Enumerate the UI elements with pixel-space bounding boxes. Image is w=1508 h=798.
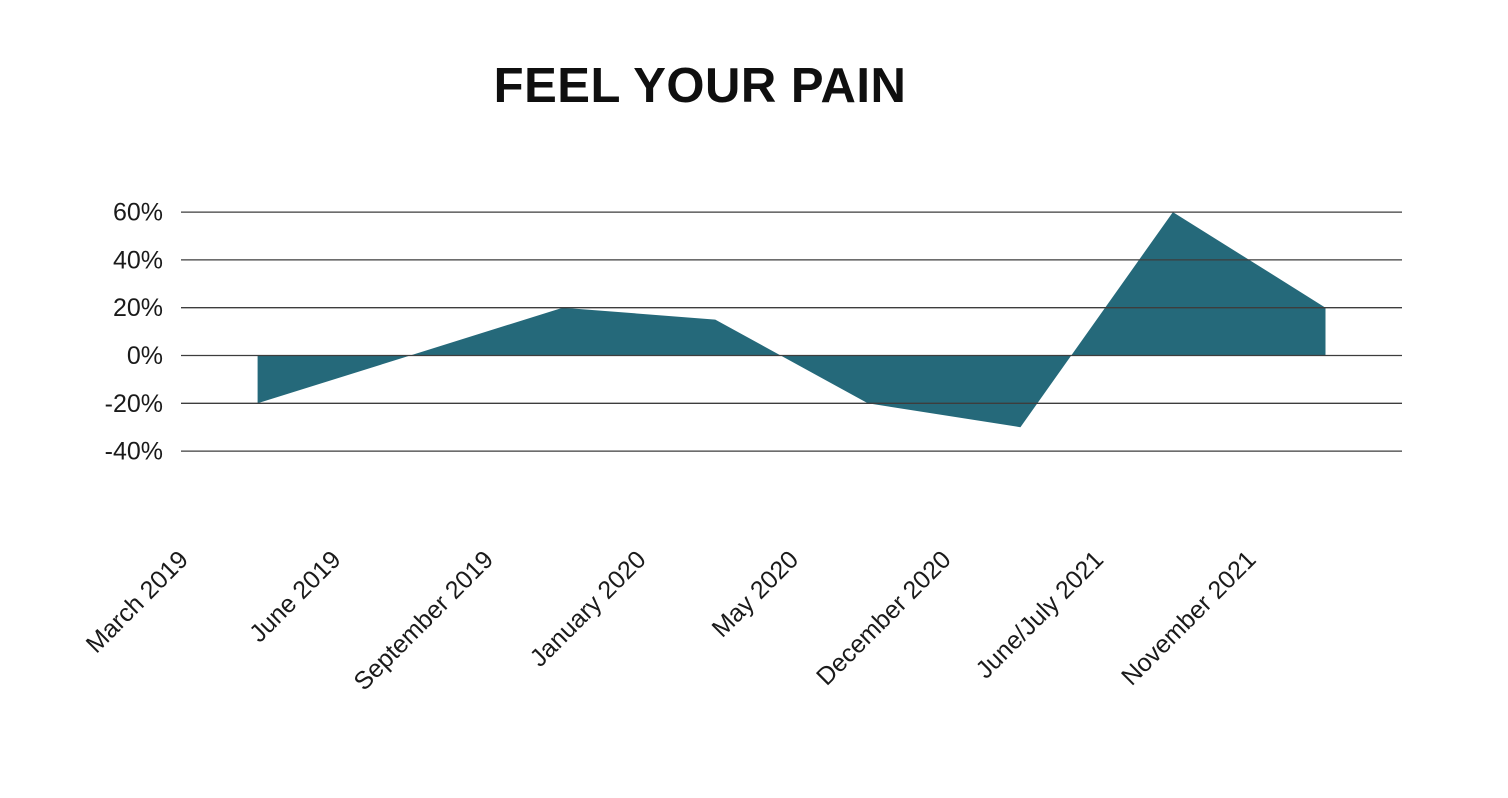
- x-tick-label: May 2020: [707, 545, 804, 642]
- y-tick-label: 20%: [113, 294, 163, 322]
- gridlines: [181, 211, 1402, 452]
- y-tick-label: 60%: [113, 199, 163, 227]
- x-tick-label: November 2021: [1116, 545, 1262, 691]
- y-tick-label: -20%: [105, 390, 163, 418]
- x-tick-label: June 2019: [244, 545, 346, 647]
- x-axis-labels: March 2019 June 2019 September 2019 Janu…: [81, 545, 1262, 696]
- area-series: [257, 212, 1326, 428]
- x-tick-label: December 2020: [811, 545, 957, 691]
- chart-title: FEEL YOUR PAIN: [493, 59, 907, 113]
- x-tick-label: September 2019: [348, 545, 499, 696]
- y-tick-label: -40%: [105, 438, 163, 466]
- y-axis-labels: 60% 40% 20% 0% -20% -40%: [105, 199, 163, 466]
- x-tick-label: June/July 2021: [970, 545, 1109, 684]
- y-tick-label: 40%: [113, 247, 163, 275]
- x-tick-label: January 2020: [525, 545, 652, 672]
- y-tick-label: 0%: [127, 342, 163, 370]
- x-tick-label: March 2019: [81, 545, 194, 658]
